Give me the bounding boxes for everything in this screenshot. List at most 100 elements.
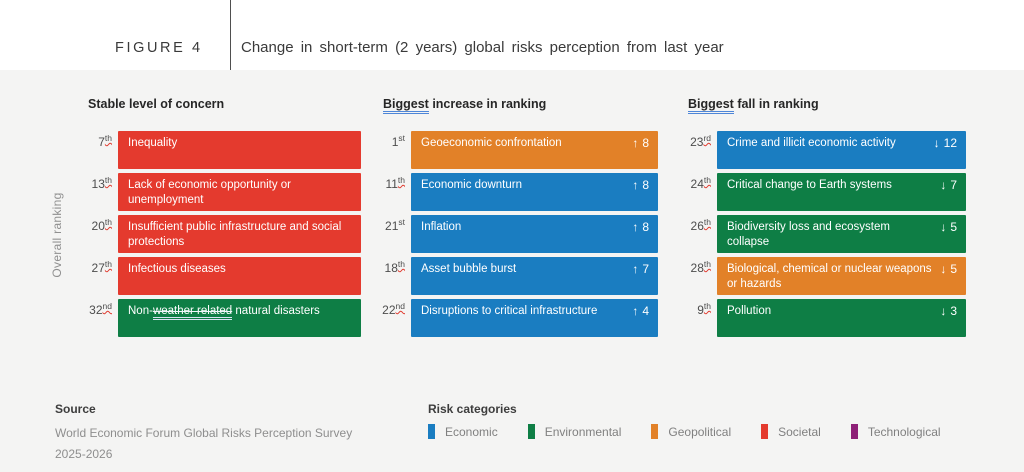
rank-change: ↓ 12 <box>934 136 957 150</box>
risk-bar: Inflation ↑ 8 <box>411 215 658 253</box>
risk-bar: Critical change to Earth systems ↓ 7 <box>717 173 966 211</box>
rank-label: 7th <box>98 133 112 149</box>
risk-bar: Disruptions to critical infrastructure ↑… <box>411 299 658 337</box>
risk-bar: Biodiversity loss and ecosystem collapse… <box>717 215 966 253</box>
risk-label: Inequality <box>128 137 178 149</box>
legend-label: Societal <box>778 424 821 439</box>
change-amount: 8 <box>642 220 649 234</box>
legend-label: Technological <box>867 424 941 439</box>
risk-label: Crime and illicit economic activity <box>727 137 896 149</box>
column-header-text: increase in ranking <box>428 97 547 111</box>
rank-label: 1st <box>391 133 405 149</box>
header-divider <box>230 0 231 72</box>
risk-label: Pollution <box>727 305 772 317</box>
arrow-down-icon: ↓ <box>940 262 947 276</box>
arrow-down-icon: ↓ <box>940 178 947 192</box>
rank-label: 13th <box>91 175 112 191</box>
arrow-up-icon: ↑ <box>632 178 639 192</box>
risk-row: 27th Infectious diseases <box>49 257 361 295</box>
rank-label: 20th <box>91 217 112 233</box>
rank-label: 27th <box>91 259 112 275</box>
rank-label: 22nd <box>382 301 405 317</box>
risk-bar: Biological, chemical or nuclear weapons … <box>717 257 966 295</box>
risk-row: 18th Asset bubble burst ↑ 7 <box>342 257 658 295</box>
rank-change: ↑ 8 <box>632 220 649 234</box>
risk-categories-legend: Risk categories Economic Environmental G… <box>428 402 941 439</box>
change-amount: 4 <box>642 304 649 318</box>
change-amount: 8 <box>642 178 649 192</box>
risk-label: Asset bubble burst <box>421 263 517 275</box>
risk-bar: Asset bubble burst ↑ 7 <box>411 257 658 295</box>
risk-label: Biological, chemical or nuclear weapons … <box>727 263 932 290</box>
risk-label: Lack of economic opportunity or unemploy… <box>128 179 292 206</box>
risk-bar: Inequality <box>118 131 361 169</box>
source-years: 2025-2026 <box>55 447 113 461</box>
column-header: Biggest increase in ranking <box>383 97 658 114</box>
column-biggest-increase: Biggest increase in ranking 1st Geoecono… <box>342 97 658 341</box>
risk-label: Geoeconomic confrontation <box>421 137 562 149</box>
risk-label: Infectious diseases <box>128 263 226 275</box>
change-amount: 7 <box>642 262 649 276</box>
column-header: Biggest fall in ranking <box>688 97 966 114</box>
arrow-down-icon: ↓ <box>933 136 940 150</box>
legend-item-technological: Technological <box>850 424 941 439</box>
technological-swatch-icon <box>850 424 858 439</box>
rank-change: ↓ 5 <box>940 220 957 234</box>
rank-label: 24th <box>690 175 711 191</box>
column-header-text: fall in ranking <box>733 97 819 111</box>
rank-label: 21st <box>385 217 405 233</box>
column-biggest-fall: Biggest fall in ranking 23rd Crime and i… <box>648 97 966 341</box>
column-stable-level-of-concern: Stable level of concern 7th Inequality 1… <box>49 97 361 341</box>
column-header: Stable level of concern <box>88 97 361 113</box>
risk-label: Non-weather related natural disasters <box>118 299 361 320</box>
risk-row: 23rd Crime and illicit economic activity… <box>648 131 966 169</box>
rank-change: ↓ 3 <box>940 304 957 318</box>
rank-label: 23rd <box>690 133 711 149</box>
societal-swatch-icon <box>761 424 769 439</box>
risk-row: 22nd Disruptions to critical infrastruct… <box>342 299 658 337</box>
arrow-up-icon: ↑ <box>632 136 639 150</box>
rank-change: ↓ 7 <box>940 178 957 192</box>
risk-row: 24th Critical change to Earth systems ↓ 7 <box>648 173 966 211</box>
change-amount: 3 <box>950 304 957 318</box>
risk-label: Biodiversity loss and ecosystem collapse <box>727 221 890 248</box>
figure-header: FIGURE 4 Change in short-term (2 years) … <box>0 0 1024 72</box>
legend-item-geopolitical: Geopolitical <box>651 424 731 439</box>
legend-item-economic: Economic <box>428 424 498 439</box>
economic-swatch-icon <box>428 424 435 439</box>
rank-label: 26th <box>690 217 711 233</box>
arrow-up-icon: ↑ <box>632 304 639 318</box>
rank-label: 18th <box>384 259 405 275</box>
rank-change: ↑ 8 <box>632 178 649 192</box>
risk-bar: Non-weather related natural disasters <box>118 299 361 337</box>
flagged-text: Biggest <box>688 97 734 114</box>
risk-label: Economic downturn <box>421 179 522 191</box>
risk-label: Inflation <box>421 221 462 233</box>
risk-row: 9th Pollution ↓ 3 <box>648 299 966 337</box>
legend-item-societal: Societal <box>761 424 821 439</box>
risk-bar: Lack of economic opportunity or unemploy… <box>118 173 361 211</box>
risk-bar: Pollution ↓ 3 <box>717 299 966 337</box>
risk-label: Critical change to Earth systems <box>727 179 892 191</box>
column-header-text: Stable level of concern <box>88 97 225 111</box>
source-block: Source World Economic Forum Global Risks… <box>55 402 395 465</box>
risk-row: 20th Insufficient public infrastructure … <box>49 215 361 253</box>
flagged-text: Biggest <box>383 97 429 114</box>
rank-label: 28th <box>690 259 711 275</box>
risk-row: 21st Inflation ↑ 8 <box>342 215 658 253</box>
rank-label: 9th <box>697 301 711 317</box>
rank-label: 11th <box>385 175 405 191</box>
risk-label: Disruptions to critical infrastructure <box>421 305 598 317</box>
risk-row: 7th Inequality <box>49 131 361 169</box>
geopolitical-swatch-icon <box>651 424 659 439</box>
rank-change: ↑ 7 <box>632 262 649 276</box>
arrow-down-icon: ↓ <box>940 220 947 234</box>
arrow-down-icon: ↓ <box>940 304 947 318</box>
rank-label: 32nd <box>89 301 112 317</box>
risk-bar: Insufficient public infrastructure and s… <box>118 215 361 253</box>
risk-row: 28th Biological, chemical or nuclear wea… <box>648 257 966 295</box>
legend-items: Economic Environmental Geopolitical Soci… <box>428 424 941 439</box>
figure-title: Change in short-term (2 years) global ri… <box>241 39 724 56</box>
change-amount: 8 <box>642 136 649 150</box>
